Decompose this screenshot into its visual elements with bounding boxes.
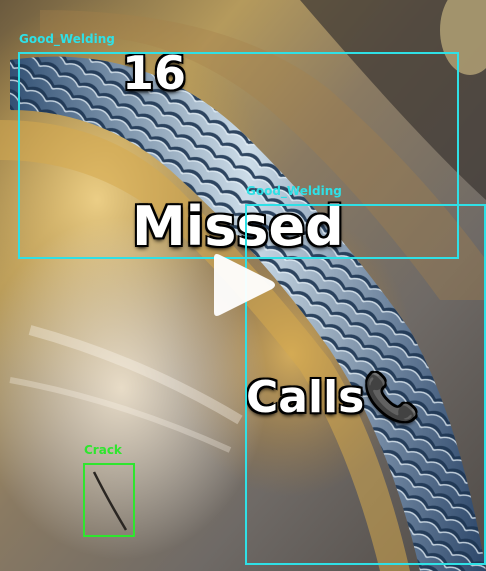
detection-box-good-welding-2 <box>245 204 486 565</box>
caption-line-1: 16 <box>122 46 187 100</box>
detection-box-good-welding-1 <box>18 52 459 259</box>
caption-line-3: Calls📞 <box>246 372 420 423</box>
detection-label-good-welding-1: Good_Welding <box>19 32 115 46</box>
detection-label-good-welding-2: Good_Welding <box>246 184 342 198</box>
detection-label-crack: Crack <box>84 443 122 457</box>
detection-box-crack <box>83 463 135 537</box>
caption-line-2: Missed <box>132 195 344 258</box>
play-icon[interactable] <box>208 252 278 318</box>
